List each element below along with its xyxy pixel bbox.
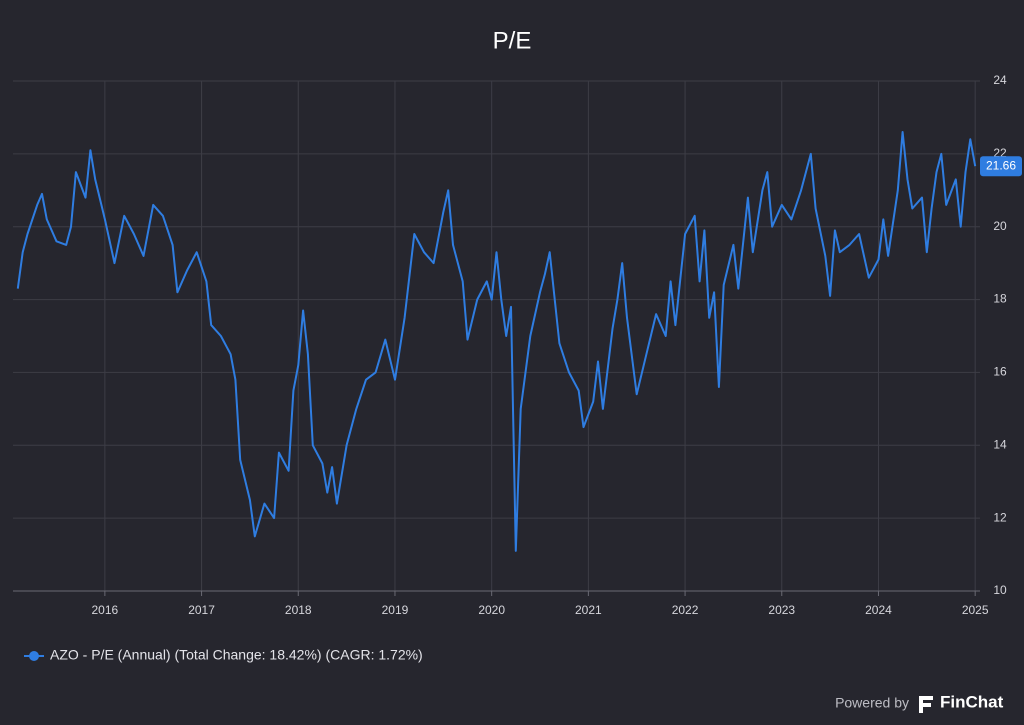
brand: FinChat — [940, 692, 1004, 711]
y-tick-label: 14 — [993, 437, 1007, 451]
y-tick-label: 12 — [993, 510, 1007, 524]
y-tick-label: 18 — [993, 292, 1007, 306]
x-tick-label: 2020 — [478, 603, 505, 617]
x-tick-label: 2022 — [672, 603, 699, 617]
x-tick-label: 2016 — [92, 603, 119, 617]
powered-by: Powered by — [835, 695, 909, 711]
x-tick-label: 2023 — [768, 603, 795, 617]
x-tick-label: 2021 — [575, 603, 602, 617]
x-tick-label: 2017 — [188, 603, 215, 617]
y-tick-label: 10 — [993, 583, 1007, 597]
series-line — [16, 131, 977, 552]
y-tick-label: 24 — [993, 73, 1007, 87]
y-tick-label: 16 — [993, 365, 1007, 379]
x-tick-label: 2019 — [382, 603, 409, 617]
y-tick-label: 20 — [993, 219, 1007, 233]
x-tick-label: 2018 — [285, 603, 312, 617]
chart-title: P/E — [493, 27, 532, 54]
last-value-badge — [980, 156, 1022, 177]
last-value-label: 21.66 — [986, 158, 1016, 172]
legend-label[interactable]: AZO - P/E (Annual) (Total Change: 18.42%… — [50, 647, 423, 663]
x-tick-label: 2025 — [962, 603, 989, 617]
x-tick-label: 2024 — [865, 603, 892, 617]
brand-logo — [919, 696, 933, 713]
